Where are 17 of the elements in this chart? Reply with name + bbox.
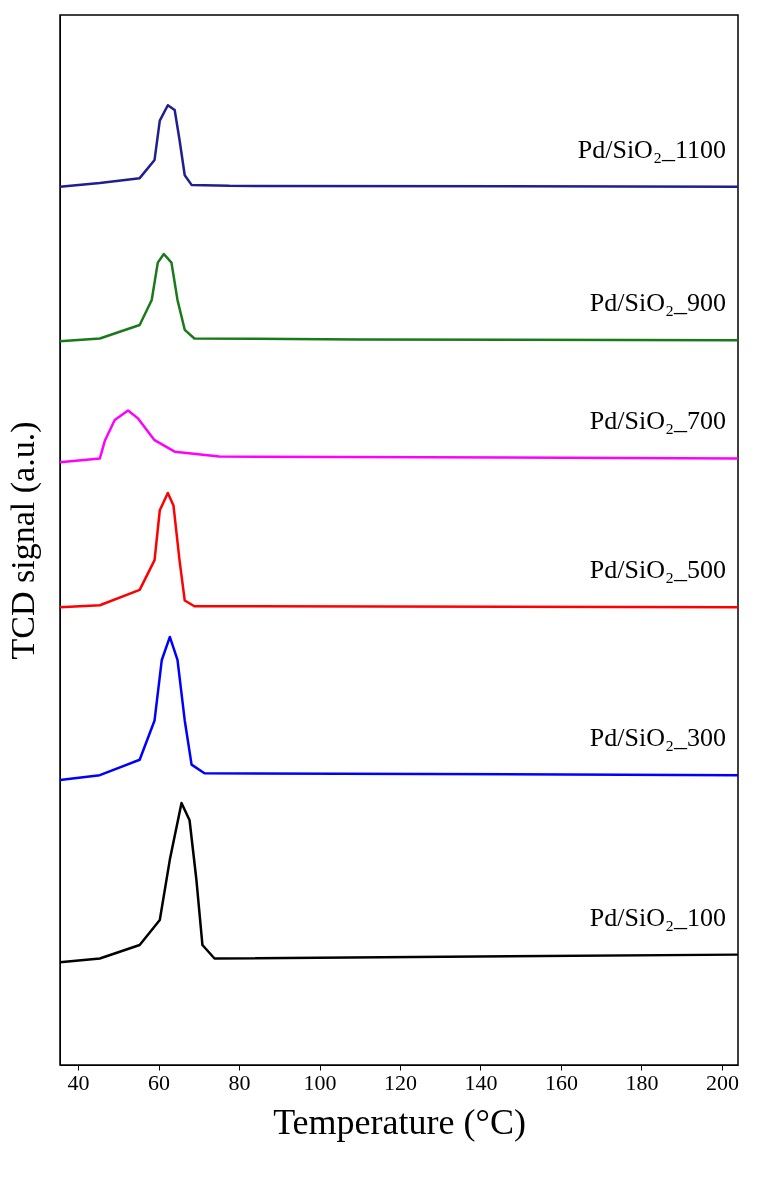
x-tick-label: 160	[544, 1069, 578, 1095]
x-tick-label: 140	[464, 1069, 498, 1095]
x-tick-label: 80	[228, 1069, 251, 1095]
series-label: Pd/SiO₂_500	[589, 555, 726, 585]
series-label: Pd/SiO₂_700	[589, 406, 726, 436]
x-tick-label: 180	[625, 1069, 659, 1095]
x-axis-title: Temperature (°C)	[273, 1101, 526, 1142]
x-tick-label: 60	[148, 1069, 171, 1095]
x-tick-label: 100	[303, 1069, 337, 1095]
series-label: Pd/SiO₂_300	[589, 723, 726, 753]
x-tick-label: 200	[705, 1069, 739, 1095]
x-tick-label: 120	[384, 1069, 418, 1095]
series-label: Pd/SiO₂_100	[589, 902, 726, 932]
series-label: Pd/SiO₂_900	[589, 288, 726, 318]
series-label: Pd/SiO₂_1100	[577, 134, 726, 164]
y-axis-title: TCD signal (a.u.)	[3, 421, 42, 660]
x-tick-label: 40	[67, 1069, 90, 1095]
